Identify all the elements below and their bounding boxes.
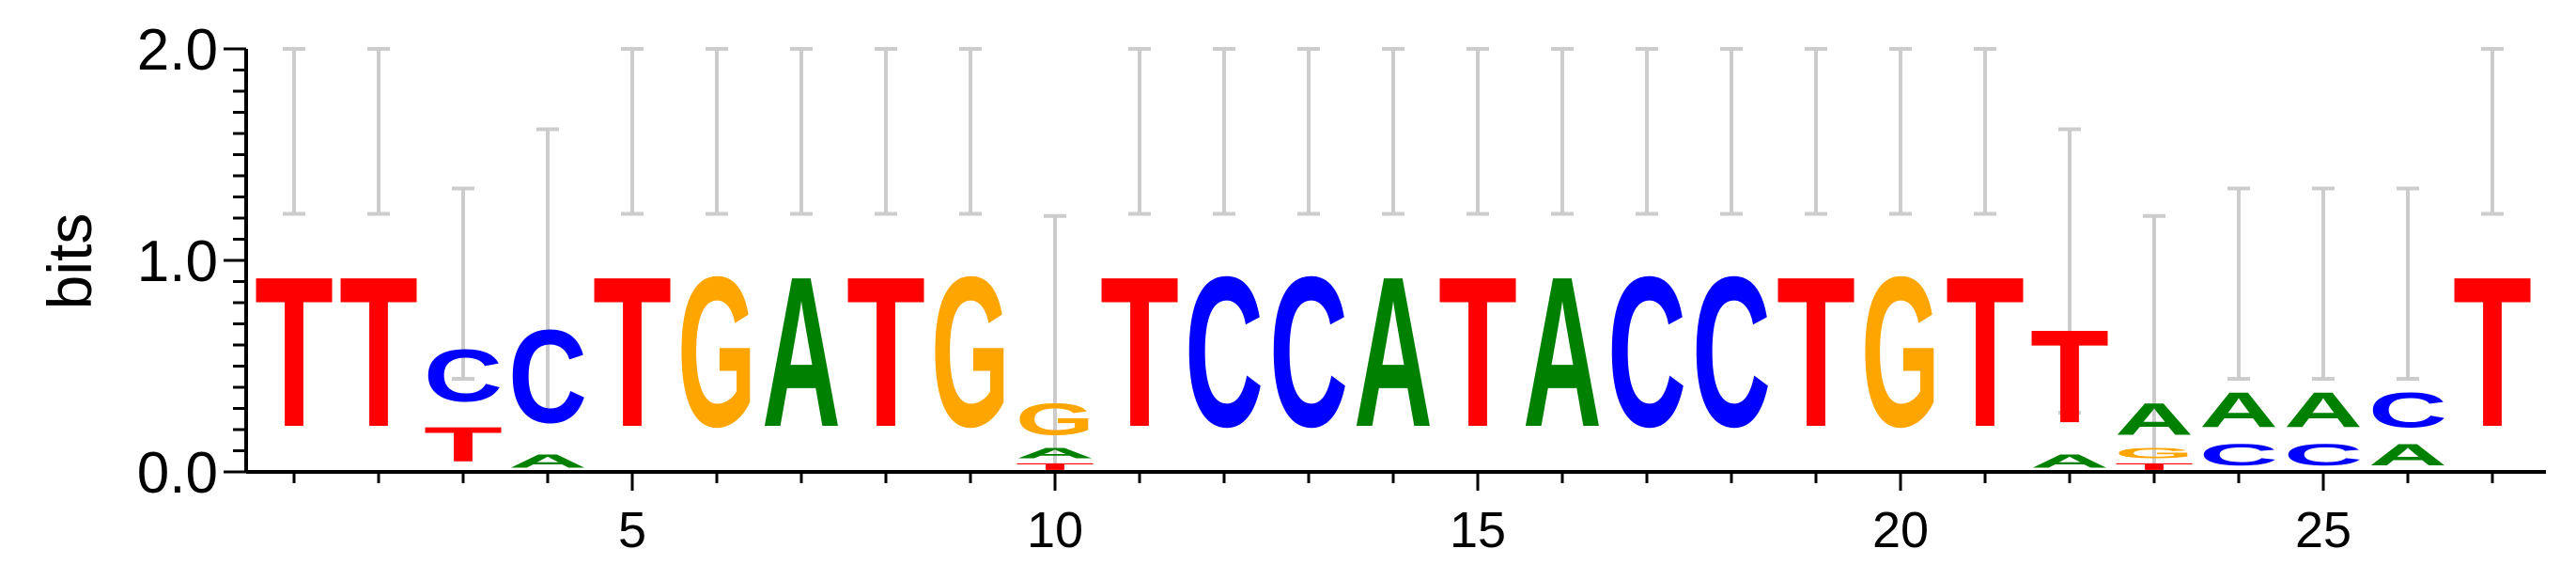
- error-bar: [2397, 186, 2419, 381]
- logo-letter-A: A: [508, 450, 587, 472]
- logo-letter-A: A: [2115, 393, 2194, 444]
- y-tick-label: 0.0: [137, 441, 218, 506]
- x-tick-label: 25: [2295, 502, 2351, 558]
- logo-letter-C: C: [508, 303, 587, 450]
- error-bar: [452, 186, 474, 381]
- logo-letter-T: T: [1100, 232, 1179, 471]
- error-bar: [790, 47, 813, 216]
- x-tick-label: 20: [1872, 502, 1929, 558]
- logo-letter-T: T: [2115, 462, 2194, 472]
- logo-letter-C: C: [2284, 438, 2363, 472]
- logo-letter-C: C: [1607, 233, 1686, 472]
- logo-letter-G: G: [931, 231, 1010, 472]
- error-bars: [283, 47, 2504, 472]
- logo-letter-G: G: [677, 231, 756, 472]
- logo-letter-G: G: [1861, 231, 1940, 472]
- error-bar: [621, 47, 644, 216]
- logo-letter-T: T: [424, 417, 503, 472]
- logo-letter-G: G: [1016, 393, 1094, 444]
- error-bar: [1889, 47, 1912, 216]
- logo-letter-T: T: [846, 232, 925, 471]
- error-bar: [1805, 47, 1827, 216]
- error-bar: [1382, 47, 1404, 216]
- error-bar: [1636, 47, 1658, 216]
- logo-letter-A: A: [1523, 233, 1602, 472]
- logo-letter-T: T: [2030, 302, 2109, 450]
- y-tick-label: 2.0: [137, 18, 218, 83]
- error-bar: [1297, 47, 1320, 216]
- error-bar: [2058, 127, 2081, 415]
- error-bar: [875, 47, 897, 216]
- error-bar: [1974, 47, 1996, 216]
- error-bar: [2312, 186, 2335, 381]
- error-bar: [1551, 47, 1574, 216]
- y-tick-label: 1.0: [137, 229, 218, 294]
- logo-letter-C: C: [2368, 384, 2447, 439]
- logo-letter-T: T: [255, 232, 334, 471]
- y-axis-label: bits: [35, 213, 104, 310]
- logo-letter-A: A: [2368, 438, 2447, 472]
- logo-letter-C: C: [424, 335, 503, 417]
- logo-letter-A: A: [2284, 384, 2363, 439]
- logo-letter-A: A: [1016, 445, 1094, 462]
- error-bar: [536, 127, 559, 415]
- error-bar: [367, 47, 390, 216]
- logo-letter-T: T: [1438, 232, 1517, 471]
- error-bar: [2227, 186, 2250, 381]
- logo-letter-T: T: [2453, 232, 2532, 471]
- error-bar: [2143, 213, 2165, 472]
- logo-letter-C: C: [1185, 233, 1264, 472]
- logo-letter-C: C: [2199, 438, 2278, 472]
- logo-letter-A: A: [762, 233, 841, 472]
- error-bar: [283, 47, 305, 216]
- logo-letter-A: A: [2030, 450, 2109, 472]
- x-tick-label: 10: [1027, 502, 1083, 558]
- x-tick-label: 5: [618, 502, 646, 558]
- error-bar: [2481, 47, 2504, 216]
- error-bar: [1128, 47, 1151, 216]
- logo-letter-A: A: [2199, 384, 2278, 439]
- error-bar: [1044, 213, 1066, 472]
- error-bar: [1213, 47, 1235, 216]
- logo-letter-C: C: [1269, 233, 1348, 472]
- error-bar: [706, 47, 728, 216]
- axes: 0.0 1.0 2.0 5 10 15 20 25: [137, 18, 2546, 558]
- logo-letter-T: T: [593, 232, 672, 471]
- logo-letter-T: T: [1946, 232, 2025, 471]
- logo-letter-T: T: [1016, 462, 1094, 472]
- logo-letter-G: G: [2115, 445, 2194, 462]
- x-tick-label: 15: [1450, 502, 1506, 558]
- logo-letter-C: C: [1692, 233, 1771, 472]
- logo-letter-A: A: [1354, 233, 1433, 472]
- logo-letter-T: T: [339, 232, 418, 471]
- logo-letter-T: T: [1777, 232, 1855, 471]
- error-bar: [959, 47, 982, 216]
- error-bar: [1720, 47, 1743, 216]
- error-bar: [1466, 47, 1489, 216]
